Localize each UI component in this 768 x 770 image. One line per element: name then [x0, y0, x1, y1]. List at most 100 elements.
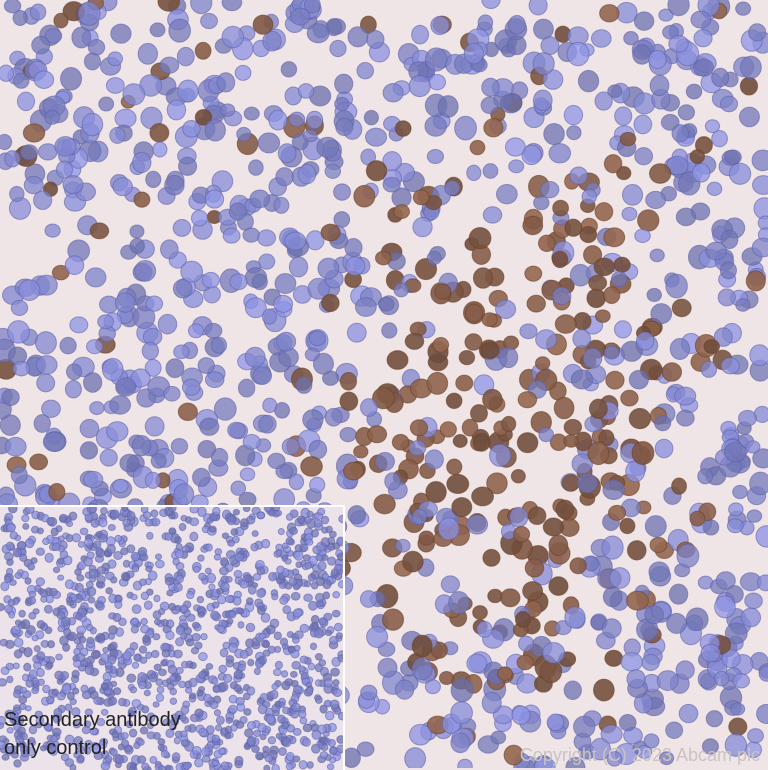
stained-cell	[481, 312, 498, 328]
cell-nucleus	[178, 522, 187, 532]
cell-nucleus	[100, 507, 108, 515]
cell-nucleus	[39, 744, 48, 752]
cell-nucleus	[58, 513, 69, 523]
cell-nucleus	[27, 736, 36, 745]
stained-cell	[486, 472, 508, 495]
cell-nucleus	[411, 508, 428, 525]
cell-nucleus	[208, 583, 216, 591]
cell-nucleus	[299, 623, 310, 633]
cell-nucleus	[279, 637, 289, 646]
stained-cell	[472, 605, 488, 620]
stained-cell	[603, 154, 623, 174]
cell-nucleus	[457, 758, 473, 768]
cell-nucleus	[318, 617, 327, 626]
stained-cell	[689, 149, 706, 164]
cell-nucleus	[174, 710, 184, 720]
cell-nucleus	[735, 1, 752, 16]
stained-cell	[464, 333, 483, 351]
stained-cell	[526, 294, 546, 313]
stained-cell	[513, 526, 531, 543]
cell-nucleus	[542, 642, 566, 664]
cell-nucleus	[481, 77, 500, 97]
cell-nucleus	[152, 610, 162, 620]
stained-cell	[411, 634, 433, 658]
cell-nucleus	[145, 565, 153, 573]
cell-nucleus	[253, 667, 261, 676]
cell-nucleus	[137, 546, 148, 557]
cell-nucleus	[90, 649, 101, 660]
cell-nucleus	[198, 652, 208, 662]
cell-nucleus	[110, 23, 132, 44]
cell-nucleus	[69, 316, 89, 334]
stained-cell	[452, 434, 468, 448]
cell-nucleus	[543, 122, 565, 146]
cell-nucleus	[146, 712, 156, 723]
cell-nucleus	[299, 716, 308, 725]
cell-nucleus	[272, 668, 282, 677]
cell-nucleus	[28, 725, 38, 735]
cell-nucleus	[291, 660, 302, 670]
stained-cell	[482, 548, 501, 567]
cell-nucleus	[278, 701, 286, 709]
stained-cell	[548, 576, 569, 596]
stained-cell	[372, 387, 395, 410]
cell-nucleus	[204, 322, 223, 339]
cell-nucleus	[64, 579, 74, 590]
cell-nucleus	[289, 670, 298, 678]
cell-nucleus	[184, 686, 193, 694]
cell-nucleus	[365, 127, 388, 147]
cell-nucleus	[339, 426, 357, 443]
cell-nucleus	[95, 548, 105, 558]
cell-nucleus	[66, 691, 75, 701]
cell-nucleus	[288, 526, 299, 536]
cell-nucleus	[6, 523, 16, 533]
cell-nucleus	[337, 580, 343, 589]
cell-nucleus	[292, 684, 303, 694]
cell-nucleus	[23, 647, 33, 658]
cell-nucleus	[645, 190, 667, 210]
cell-nucleus	[437, 95, 459, 118]
cell-nucleus	[13, 759, 22, 768]
cell-nucleus	[345, 256, 366, 276]
cell-nucleus	[676, 409, 695, 427]
stained-cell	[458, 349, 476, 366]
cell-nucleus	[310, 743, 321, 754]
cell-nucleus	[332, 688, 343, 697]
cell-nucleus	[16, 541, 27, 551]
cell-nucleus	[311, 729, 322, 740]
cell-nucleus	[498, 346, 519, 369]
cell-nucleus	[235, 697, 245, 706]
cell-nucleus	[73, 647, 81, 656]
cell-nucleus	[8, 507, 18, 514]
cell-nucleus	[665, 273, 688, 299]
cell-nucleus	[35, 577, 46, 587]
cell-nucleus	[751, 237, 768, 258]
cell-nucleus	[233, 569, 243, 579]
cell-nucleus	[180, 705, 190, 715]
cell-nucleus	[246, 720, 256, 730]
cell-nucleus	[654, 415, 672, 432]
cell-nucleus	[114, 754, 125, 765]
cell-nucleus	[285, 537, 294, 546]
cell-nucleus	[98, 740, 108, 750]
cell-nucleus	[302, 129, 318, 143]
cell-nucleus	[334, 73, 354, 95]
cell-nucleus	[728, 502, 744, 517]
cell-nucleus	[481, 691, 502, 714]
cell-nucleus	[1, 753, 10, 761]
cell-nucleus	[511, 705, 531, 725]
cell-nucleus	[243, 708, 252, 716]
stained-cell	[343, 461, 365, 481]
cell-nucleus	[329, 746, 338, 755]
stained-cell	[594, 309, 611, 323]
cell-nucleus	[633, 114, 653, 135]
cell-nucleus	[747, 728, 764, 744]
stained-cell	[412, 189, 430, 206]
cell-nucleus	[122, 83, 146, 106]
cell-nucleus	[281, 737, 292, 748]
cell-nucleus	[546, 713, 565, 732]
stained-cell	[563, 418, 583, 436]
cell-nucleus	[297, 164, 317, 185]
cell-nucleus	[311, 621, 319, 630]
cell-nucleus	[711, 67, 730, 88]
